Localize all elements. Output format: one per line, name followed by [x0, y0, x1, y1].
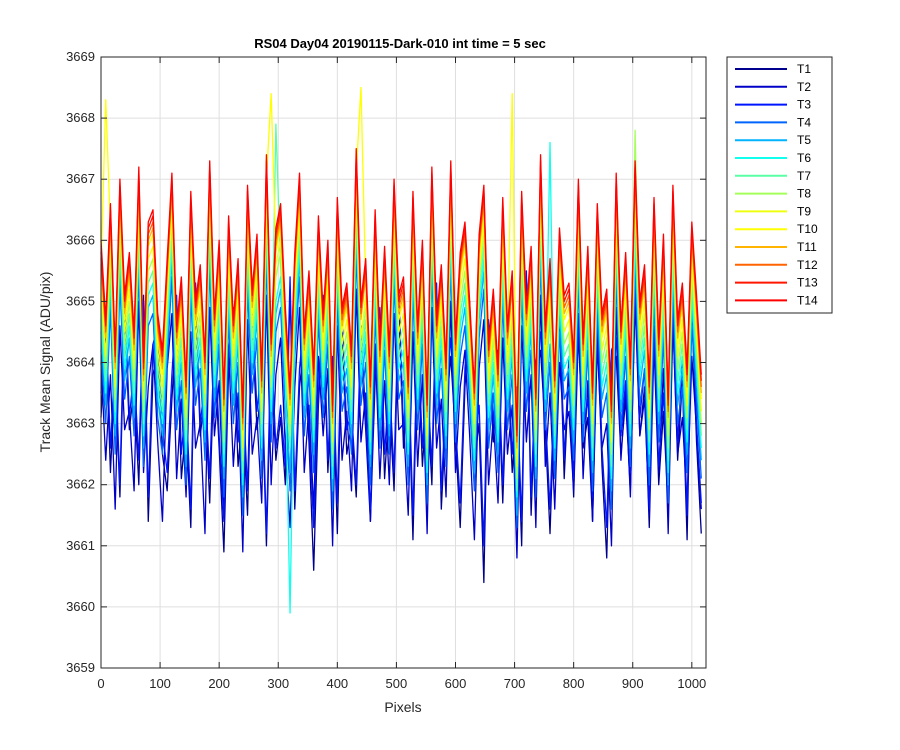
x-axis-label: Pixels: [384, 699, 421, 715]
legend-label-t1: T1: [797, 62, 811, 76]
legend-label-t9: T9: [797, 204, 811, 218]
y-axis-ticks: 3659 3660 3661 3662 3663 3664 3665 3666 3667 3668…: [66, 49, 706, 675]
series-line-t4: [100, 251, 702, 529]
series-line-t14: [100, 147, 702, 431]
y-tick-label: 3662: [66, 477, 95, 492]
legend-label-t2: T2: [797, 80, 811, 94]
y-tick-label: 3664: [66, 355, 95, 370]
y-tick-label: 3659: [66, 660, 95, 675]
legend-label-t12: T12: [797, 258, 818, 272]
y-tick-label: 3668: [66, 110, 95, 125]
y-axis-label: Track Mean Signal (ADU/pix): [37, 272, 53, 453]
series-layer: [100, 86, 702, 614]
y-tick-label: 3665: [66, 293, 95, 308]
legend: T1 T2 T3 T4 T5 T6 T7 T8 T9 T10 T11 T12 T13 T14: [726, 56, 833, 314]
x-tick-label: 200: [208, 676, 230, 691]
y-tick-label: 3667: [66, 171, 95, 186]
x-axis-ticks: 0 100 200 300 400 500 600 700 800 900 1000: [97, 57, 706, 691]
legend-label-t13: T13: [797, 276, 818, 290]
legend-label-t11: T11: [797, 240, 817, 254]
y-tick-label: 3663: [66, 416, 95, 431]
x-tick-label: 900: [622, 676, 644, 691]
y-tick-label: 3666: [66, 232, 95, 247]
legend-label-t8: T8: [797, 187, 811, 201]
legend-label-t4: T4: [797, 115, 811, 129]
y-tick-label: 3660: [66, 599, 95, 614]
legend-label-t14: T14: [797, 293, 818, 307]
y-tick-label: 3669: [66, 49, 95, 64]
x-tick-label: 0: [97, 676, 104, 691]
legend-items: T1 T2 T3 T4 T5 T6 T7 T8 T9 T10 T11 T12 T13 T14: [735, 62, 818, 307]
legend-label-t5: T5: [797, 133, 811, 147]
x-tick-label: 600: [445, 676, 467, 691]
y-tick-label: 3661: [66, 538, 95, 553]
x-tick-label: 800: [563, 676, 585, 691]
chart-title: RS04 Day04 20190115-Dark-010 int time = …: [254, 36, 546, 51]
x-tick-label: 500: [386, 676, 408, 691]
x-tick-label: 700: [504, 676, 526, 691]
x-tick-label: 100: [149, 676, 171, 691]
legend-label-t7: T7: [797, 169, 811, 183]
legend-box: [726, 56, 833, 314]
legend-label-t6: T6: [797, 151, 811, 165]
x-tick-label: 400: [326, 676, 348, 691]
legend-label-t3: T3: [797, 98, 811, 112]
x-tick-label: 1000: [677, 676, 706, 691]
x-tick-label: 300: [267, 676, 289, 691]
legend-label-t10: T10: [797, 222, 818, 236]
